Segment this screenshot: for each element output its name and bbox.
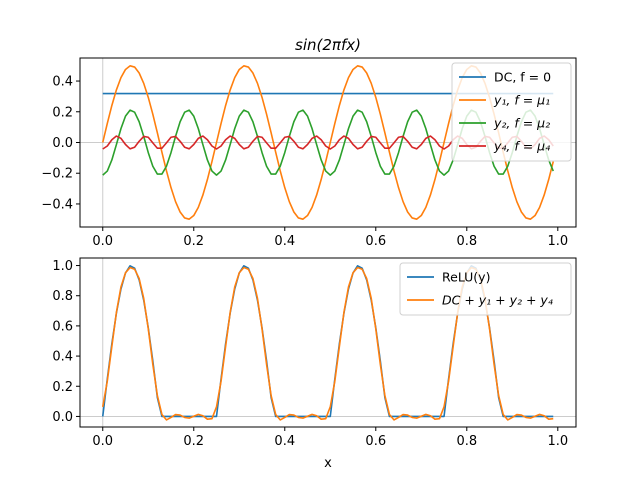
x-tick-label: 0.2	[183, 434, 204, 449]
x-tick-label: 0.4	[274, 234, 295, 249]
x-tick-label: 0.2	[183, 234, 204, 249]
y-tick-label: 0.6	[52, 319, 73, 334]
top-chart-panel: sin(2πfx) 0.0 0.2 0.4 0.6 0.8 1.0 −0.4 −0.2 0.0…	[41, 36, 577, 249]
x-tick-label: 1.0	[547, 434, 568, 449]
y-tick-label: 0.4	[52, 75, 73, 90]
y-tick-label: 0.4	[52, 350, 73, 365]
x-tick-label: 0.0	[92, 234, 113, 249]
top-chart-title: sin(2πfx)	[295, 36, 361, 54]
legend-label: DC, f = 0	[494, 70, 551, 85]
legend-label: y₁, f = μ₁	[493, 93, 550, 108]
legend-label: y₄, f = μ₄	[493, 139, 550, 154]
y-tick-label: 0.0	[52, 136, 73, 151]
bottom-y-ticks: 0.0 0.2 0.4 0.6 0.8 1.0	[52, 259, 80, 425]
x-tick-label: 1.0	[547, 234, 568, 249]
y-tick-label: −0.2	[41, 167, 73, 182]
y-tick-label: 0.2	[52, 380, 73, 395]
y-tick-label: 0.0	[52, 410, 73, 425]
top-x-ticks: 0.0 0.2 0.4 0.6 0.8 1.0	[92, 227, 568, 249]
x-tick-label: 0.4	[274, 434, 295, 449]
y-tick-label: 0.2	[52, 105, 73, 120]
x-tick-label: 0.8	[456, 234, 477, 249]
top-y-ticks: −0.4 −0.2 0.0 0.2 0.4	[41, 75, 80, 212]
bottom-legend: ReLU(y) DC + y₁ + y₂ + y₄	[399, 262, 572, 316]
x-tick-label: 0.0	[92, 434, 113, 449]
y-tick-label: −0.4	[41, 197, 73, 212]
legend-label: DC + y₁ + y₂ + y₄	[442, 293, 553, 308]
x-tick-label: 0.6	[365, 234, 386, 249]
bottom-axes-frame	[79, 257, 577, 428]
y-tick-label: 1.0	[52, 259, 73, 274]
bottom-x-ticks: 0.0 0.2 0.4 0.6 0.8 1.0	[92, 427, 568, 449]
bottom-x-axis-label: x	[324, 456, 332, 471]
bottom-chart-panel: 0.0 0.2 0.4 0.6 0.8 1.0 0.0 0.2 0.4 0.6 0.8 1.0 Re…	[52, 257, 577, 471]
legend-box	[399, 262, 572, 316]
top-legend: DC, f = 0 y₁, f = μ₁ y₂, f = μ₂ y₄, f = μ₄	[451, 62, 572, 162]
x-tick-label: 0.8	[456, 434, 477, 449]
legend-label: ReLU(y)	[442, 270, 490, 285]
x-tick-label: 0.6	[365, 434, 386, 449]
legend-label: y₂, f = μ₂	[493, 116, 550, 131]
y-tick-label: 0.8	[52, 289, 73, 304]
legend-box	[451, 62, 572, 162]
